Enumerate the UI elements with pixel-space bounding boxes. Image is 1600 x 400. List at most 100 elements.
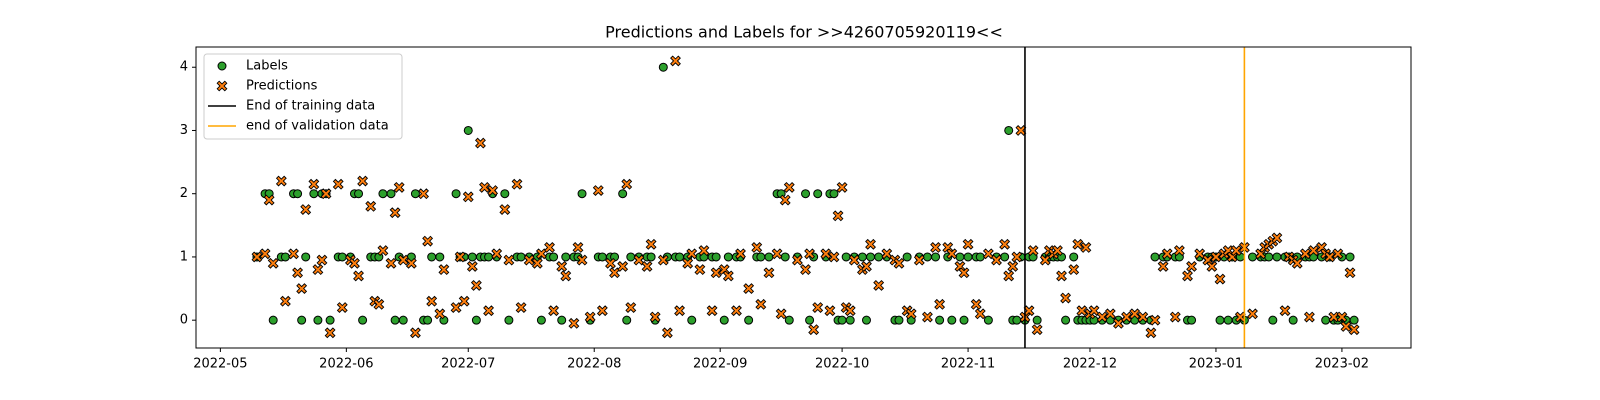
prediction-marker <box>466 260 478 272</box>
prediction-marker <box>531 257 543 269</box>
label-marker <box>975 252 985 262</box>
prediction-marker <box>1169 311 1181 323</box>
label-marker <box>268 315 278 325</box>
prediction-marker <box>783 181 795 193</box>
prediction-marker <box>263 194 275 206</box>
prediction-marker <box>316 254 328 266</box>
prediction-marker <box>1007 260 1019 272</box>
prediction-marker <box>353 270 364 282</box>
prediction-marker <box>576 254 588 266</box>
prediction-marker <box>824 305 836 317</box>
prediction-marker <box>1060 292 1072 304</box>
prediction-marker <box>1052 245 1063 257</box>
legend-box <box>203 53 403 140</box>
prediction-marker <box>836 181 848 193</box>
prediction-marker <box>641 260 653 272</box>
prediction-marker <box>470 279 482 291</box>
legend: Labels Predictions End of training data end… <box>203 53 403 140</box>
prediction-marker <box>349 257 360 269</box>
x-tick-label: 2022-11 <box>941 357 995 372</box>
prediction-marker <box>873 279 885 291</box>
prediction-marker <box>1068 264 1080 276</box>
prediction-marker <box>458 295 470 307</box>
label-marker <box>646 252 656 262</box>
label-marker <box>1321 315 1331 325</box>
x-tick-label: 2022-05 <box>193 357 247 372</box>
label-marker <box>1223 315 1233 325</box>
prediction-marker <box>365 200 377 212</box>
prediction-marker <box>820 248 832 260</box>
prediction-marker <box>426 295 438 307</box>
prediction-marker <box>373 298 385 310</box>
label-marker <box>1349 315 1359 325</box>
prediction-marker <box>1303 311 1315 323</box>
prediction-marker <box>1230 245 1242 257</box>
x-tick-label: 2022-06 <box>319 357 373 372</box>
prediction-marker <box>499 204 511 215</box>
label-marker <box>711 252 721 262</box>
legend-marker <box>217 61 227 71</box>
label-marker <box>935 315 945 325</box>
label-marker <box>536 315 546 325</box>
prediction-marker <box>592 185 604 196</box>
label-marker <box>1061 315 1071 325</box>
prediction-marker <box>1137 311 1149 323</box>
prediction-marker <box>905 308 917 320</box>
prediction-marker <box>535 248 547 260</box>
prediction-marker <box>487 185 499 196</box>
prediction-marker <box>999 238 1011 250</box>
prediction-marker <box>605 257 616 269</box>
prediction-marker <box>438 264 450 276</box>
prediction-marker <box>1271 232 1283 244</box>
label-marker <box>687 315 697 325</box>
x-tick-label: 2023-02 <box>1315 357 1369 372</box>
label-marker <box>1288 315 1298 325</box>
prediction-marker <box>743 283 755 294</box>
label-marker <box>378 189 388 199</box>
prediction-marker <box>625 302 637 313</box>
prediction-marker <box>418 188 429 200</box>
plot-frame <box>195 46 1412 349</box>
prediction-marker <box>332 178 344 190</box>
prediction-marker <box>288 248 299 260</box>
prediction-marker <box>584 311 596 323</box>
label-marker <box>1248 252 1258 262</box>
chart-title: Predictions and Labels for >>42607059201… <box>605 23 1003 42</box>
prediction-marker <box>609 267 620 279</box>
label-marker <box>451 189 461 199</box>
prediction-marker <box>962 238 974 250</box>
prediction-marker <box>661 327 673 339</box>
prediction-marker <box>1096 311 1108 323</box>
label-marker <box>597 252 607 262</box>
prediction-marker <box>1056 270 1067 282</box>
x-tick-label: 2023-01 <box>1189 357 1243 372</box>
prediction-marker <box>1011 251 1023 263</box>
label-marker <box>1069 252 1079 262</box>
label-marker <box>744 315 754 325</box>
prediction-marker <box>1112 317 1124 329</box>
label-marker <box>293 189 303 199</box>
label-marker <box>1012 315 1022 325</box>
prediction-marker <box>893 257 905 269</box>
prediction-marker <box>1324 251 1336 263</box>
label-marker <box>325 315 335 325</box>
prediction-marker <box>596 305 608 317</box>
prediction-marker <box>1145 327 1157 339</box>
prediction-marker <box>312 264 324 276</box>
prediction-marker <box>706 305 718 317</box>
prediction-marker <box>308 178 320 190</box>
prediction-marker <box>698 245 710 257</box>
prediction-marker <box>1210 251 1222 263</box>
label-marker <box>784 315 794 325</box>
label-marker <box>1000 252 1010 262</box>
label-marker <box>504 315 514 325</box>
x-tick-label: 2022-12 <box>1063 357 1117 372</box>
legend-label: End of training data <box>246 99 375 114</box>
y-tick-label: 4 <box>180 60 188 75</box>
legend-marker <box>216 80 228 92</box>
prediction-marker <box>755 298 767 310</box>
prediction-marker <box>670 55 681 67</box>
prediction-marker <box>751 242 763 253</box>
prediction-marker <box>279 295 291 307</box>
